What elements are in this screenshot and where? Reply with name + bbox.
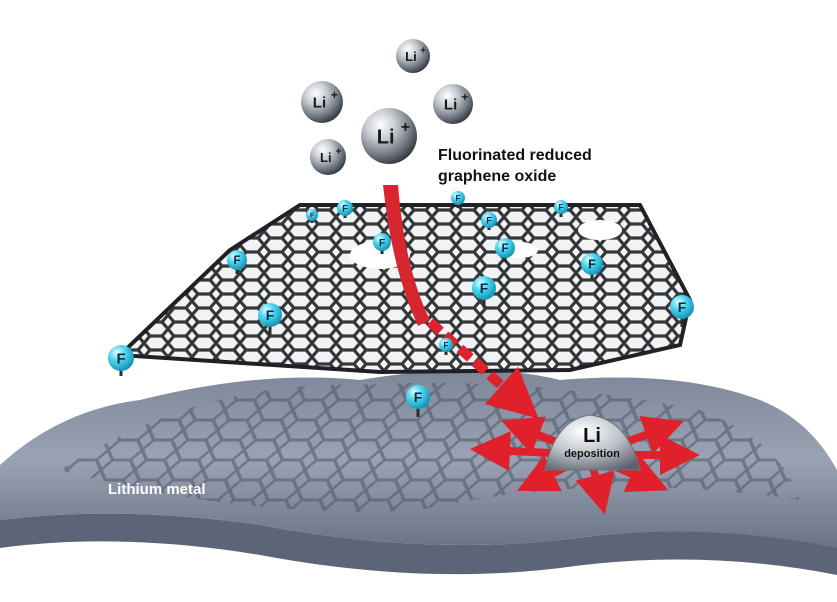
fluorine-symbol: F (678, 300, 686, 315)
fluorine-sphere (581, 253, 603, 275)
lithium-ion-sphere (310, 139, 346, 175)
fluorine-sphere (373, 233, 391, 251)
lithium-ion-sphere (301, 81, 343, 123)
fluorine-sphere (472, 276, 496, 300)
lithium-metal-sheet (0, 370, 837, 575)
li-deposition-word: deposition (564, 448, 620, 460)
fluorine-symbol: F (310, 213, 315, 220)
lithium-ion-charge: + (461, 90, 468, 104)
fluorine-sphere (495, 238, 515, 258)
lithium-ion: Li + (301, 81, 343, 123)
fluorine-sphere (406, 385, 430, 409)
fluorine-atom: F (227, 250, 247, 274)
li-deposition-site: Li deposition (470, 414, 700, 515)
lithium-ion-symbol: Li (320, 150, 332, 165)
title-line-1: Fluorinated reduced (438, 147, 592, 164)
lithium-ion-symbol: Li (377, 127, 395, 149)
fluorine-sphere (439, 338, 453, 352)
lithium-ion-charge: + (331, 88, 338, 102)
fluorine-atom: F (406, 385, 430, 417)
fluorine-atom: F (472, 276, 496, 308)
lithium-ion: Li + (396, 39, 430, 73)
fluorine-symbol: F (588, 258, 596, 272)
fluorine-sphere (554, 200, 568, 214)
fluorine-symbol: F (266, 308, 274, 323)
lithium-metal-label: Lithium metal (108, 481, 206, 498)
fluorine-symbol: F (456, 194, 461, 203)
lithium-ion-charge: + (401, 119, 410, 136)
fluorine-atom: F (337, 200, 353, 218)
fluorine-symbol: F (116, 350, 125, 367)
lithium-ion: Li + (433, 84, 473, 124)
fluorine-symbol: F (379, 238, 385, 249)
fluorine-atom: F (373, 233, 391, 254)
fluorine-sphere (227, 250, 247, 270)
fluorine-sphere (670, 295, 694, 319)
lithium-ion: Li + (361, 108, 417, 164)
lithium-ion-sphere (433, 84, 473, 124)
lithium-ion-charge: + (420, 45, 426, 56)
fluorine-sphere (306, 209, 318, 221)
fluorine-atoms: F F F F F F F F F F F F F F F (108, 191, 694, 417)
fluorine-sphere (258, 303, 282, 327)
fluorine-atom: F (495, 238, 515, 262)
lithium-ion-sphere (396, 39, 430, 73)
fluorine-atom: F (581, 253, 603, 280)
fluorine-symbol: F (486, 215, 492, 225)
fluorine-atom: F (670, 295, 694, 327)
lithium-ion-sphere (361, 108, 417, 164)
lithium-ions: Li +Li +Li +Li +Li + (301, 39, 473, 175)
lithium-ion: Li + (310, 139, 346, 175)
fluorine-symbol: F (480, 281, 488, 296)
ion-path-arrow (383, 185, 539, 419)
lithium-ion-symbol: Li (444, 97, 457, 114)
lithium-ion-charge: + (336, 146, 342, 157)
title-line-2: graphene oxide (438, 168, 556, 185)
fluorine-atom: F (306, 209, 318, 223)
fluorine-sphere (108, 345, 134, 371)
fluorine-symbol: F (444, 341, 449, 350)
fluorine-atom: F (108, 345, 134, 376)
lithium-ion-symbol: Li (405, 49, 417, 64)
fluorine-atom: F (258, 303, 282, 335)
li-deposition-symbol: Li (583, 425, 601, 447)
fluorine-symbol: F (233, 255, 240, 267)
fluorine-sphere (451, 191, 465, 205)
fluorine-symbol: F (342, 203, 348, 213)
fluorine-atom: F (451, 191, 465, 208)
fluorine-atom: F (439, 338, 453, 355)
fluorine-symbol: F (559, 203, 564, 212)
fluorine-sphere (337, 200, 353, 216)
fluorine-symbol: F (414, 390, 422, 405)
fluorine-atom: F (554, 200, 568, 217)
fluorine-symbol: F (501, 243, 508, 255)
fluorine-sphere (481, 212, 497, 228)
lithium-ion-symbol: Li (313, 95, 326, 112)
fluorine-atom: F (481, 212, 497, 230)
